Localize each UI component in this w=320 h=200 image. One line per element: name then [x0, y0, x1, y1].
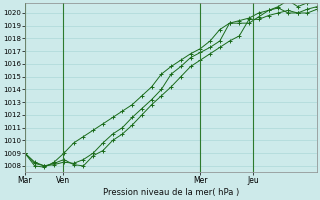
- X-axis label: Pression niveau de la mer( hPa ): Pression niveau de la mer( hPa ): [103, 188, 239, 197]
